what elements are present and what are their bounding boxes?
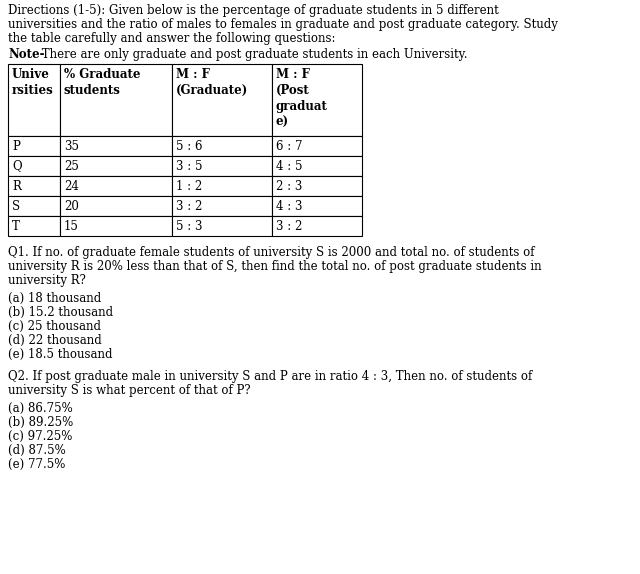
Bar [8, 136, 60, 156]
Bar [272, 136, 362, 156]
Text: S: S [12, 200, 20, 212]
Text: P: P [12, 139, 20, 153]
Text: the table carefully and answer the following questions:: the table carefully and answer the follo… [8, 32, 335, 45]
Text: 1 : 2: 1 : 2 [176, 180, 202, 192]
Bar [272, 64, 362, 136]
Text: % Graduate
students: % Graduate students [64, 68, 141, 97]
Text: Unive
rsities: Unive rsities [12, 68, 54, 97]
Text: (d) 87.5%: (d) 87.5% [8, 444, 66, 457]
Text: Q2. If post graduate male in university S and P are in ratio 4 : 3, Then no. of : Q2. If post graduate male in university … [8, 370, 532, 383]
Text: Note-: Note- [8, 48, 45, 61]
Text: 3 : 5: 3 : 5 [176, 160, 202, 173]
Bar [272, 176, 362, 196]
Text: (a) 18 thousand: (a) 18 thousand [8, 292, 101, 305]
Bar [60, 216, 172, 236]
Text: 6 : 7: 6 : 7 [276, 139, 303, 153]
Text: 4 : 5: 4 : 5 [276, 160, 303, 173]
Bar [8, 216, 60, 236]
Text: universities and the ratio of males to females in graduate and post graduate cat: universities and the ratio of males to f… [8, 18, 558, 31]
Bar [172, 64, 272, 136]
Text: 20: 20 [64, 200, 79, 212]
Text: (a) 86.75%: (a) 86.75% [8, 402, 73, 415]
Text: (c) 25 thousand: (c) 25 thousand [8, 320, 101, 333]
Bar [172, 196, 272, 216]
Bar [172, 176, 272, 196]
Text: university R?: university R? [8, 274, 86, 287]
Text: M : F
(Graduate): M : F (Graduate) [176, 68, 248, 97]
Text: university R is 20% less than that of S, then find the total no. of post graduat: university R is 20% less than that of S,… [8, 260, 541, 273]
Bar [8, 196, 60, 216]
Bar [272, 196, 362, 216]
Bar [8, 176, 60, 196]
Text: There are only graduate and post graduate students in each University.: There are only graduate and post graduat… [38, 48, 467, 61]
Text: 4 : 3: 4 : 3 [276, 200, 303, 212]
Text: 3 : 2: 3 : 2 [176, 200, 202, 212]
Text: R: R [12, 180, 21, 192]
Text: 2 : 3: 2 : 3 [276, 180, 302, 192]
Bar [60, 64, 172, 136]
Text: university S is what percent of that of P?: university S is what percent of that of … [8, 384, 251, 397]
Text: Directions (1-5): Given below is the percentage of graduate students in 5 differ: Directions (1-5): Given below is the per… [8, 4, 499, 17]
Text: (b) 89.25%: (b) 89.25% [8, 416, 73, 429]
Text: 25: 25 [64, 160, 79, 173]
Bar [8, 156, 60, 176]
Text: (b) 15.2 thousand: (b) 15.2 thousand [8, 306, 113, 319]
Text: 24: 24 [64, 180, 79, 192]
Text: (c) 97.25%: (c) 97.25% [8, 430, 72, 443]
Text: Q1. If no. of graduate female students of university S is 2000 and total no. of : Q1. If no. of graduate female students o… [8, 246, 534, 259]
Text: (e) 18.5 thousand: (e) 18.5 thousand [8, 348, 113, 361]
Text: 35: 35 [64, 139, 79, 153]
Text: (e) 77.5%: (e) 77.5% [8, 458, 65, 471]
Bar [60, 136, 172, 156]
Bar [60, 176, 172, 196]
Text: T: T [12, 219, 20, 232]
Bar [8, 64, 60, 136]
Text: M : F
(Post
graduat
e): M : F (Post graduat e) [276, 68, 328, 129]
Bar [272, 156, 362, 176]
Bar [172, 156, 272, 176]
Text: (d) 22 thousand: (d) 22 thousand [8, 334, 102, 347]
Text: 3 : 2: 3 : 2 [276, 219, 302, 232]
Text: 5 : 6: 5 : 6 [176, 139, 202, 153]
Text: 5 : 3: 5 : 3 [176, 219, 202, 232]
Bar [60, 156, 172, 176]
Text: Q: Q [12, 160, 22, 173]
Text: 15: 15 [64, 219, 79, 232]
Bar [60, 196, 172, 216]
Bar [272, 216, 362, 236]
Bar [172, 136, 272, 156]
Bar [172, 216, 272, 236]
